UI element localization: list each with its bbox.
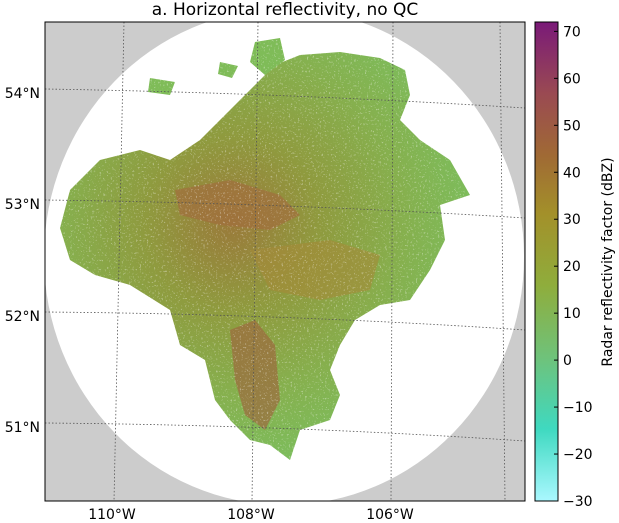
colorbar-tick-label: 30 <box>563 212 581 228</box>
colorbar-tick-label: 60 <box>563 71 581 87</box>
lat-label: 53°N <box>5 197 40 213</box>
lon-label: 110°W <box>88 507 136 523</box>
colorbar-tick-label: −20 <box>563 447 593 463</box>
colorbar-tick-label: 10 <box>563 306 581 322</box>
lat-label: 54°N <box>5 86 40 102</box>
colorbar <box>534 21 559 502</box>
graticule <box>45 22 525 501</box>
echo-speckle <box>45 22 524 501</box>
colorbar-tick-label: −10 <box>563 400 593 416</box>
lon-label: 108°W <box>227 507 275 523</box>
lon-label: 106°W <box>366 507 414 523</box>
colorbar-tick-label: 50 <box>563 118 581 134</box>
lat-label: 52°N <box>5 309 40 325</box>
colorbar-tick-label: 70 <box>563 24 581 40</box>
colorbar-tick-label: 20 <box>563 259 581 275</box>
map-frame <box>44 21 526 502</box>
colorbar-label: Radar reflectivity factor (dBZ) <box>600 157 616 366</box>
colorbar-tick-label: 40 <box>563 165 581 181</box>
chart-title: a. Horizontal reflectivity, no QC <box>151 0 419 20</box>
colorbar-ticks: 70 60 50 40 30 20 10 0 −10 −20 −30 <box>554 24 593 510</box>
colorbar-tick-label: 0 <box>563 353 572 369</box>
lat-label: 51°N <box>5 420 40 436</box>
colorbar-tick-label: −30 <box>563 494 593 510</box>
